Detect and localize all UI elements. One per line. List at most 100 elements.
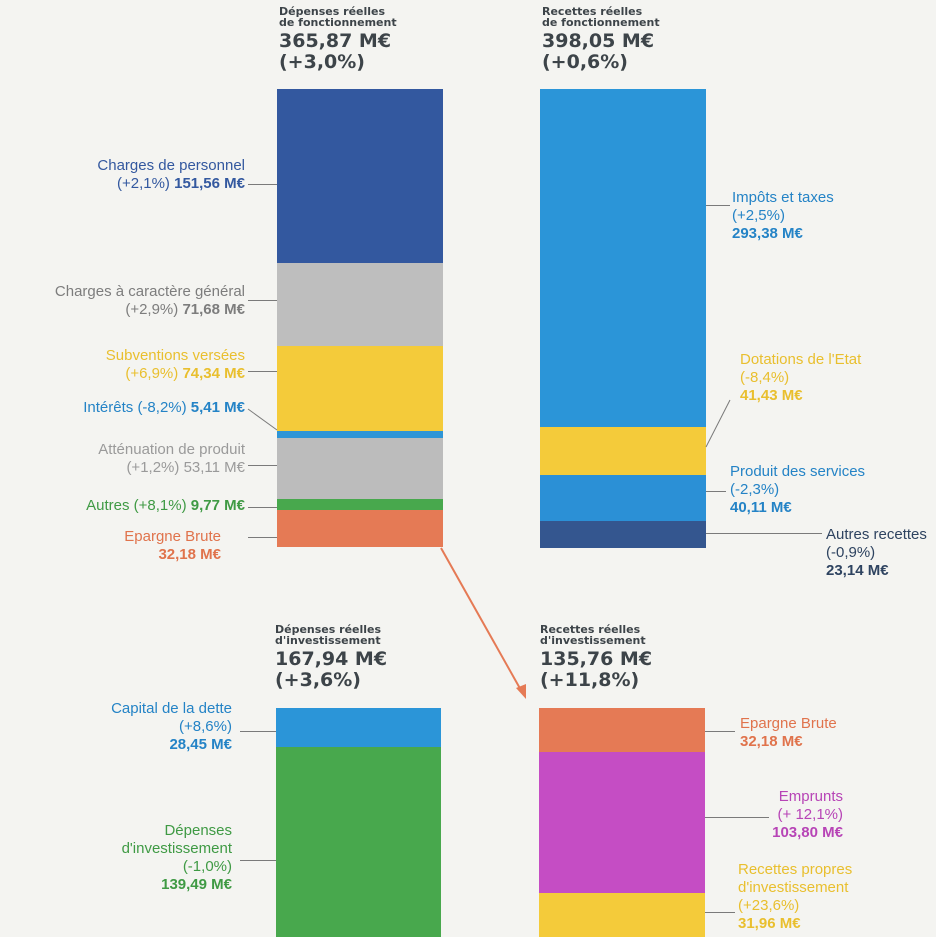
label-change: (+8,1%) — [133, 497, 187, 514]
label-change: (+2,9%) — [125, 301, 179, 318]
bar-segment-6 — [277, 509, 443, 548]
label-name: Charges de personnel — [97, 157, 245, 174]
label-subventions: Subventions versées (+6,9%) 74,34 M€ — [106, 347, 245, 383]
label-name: Dépenses — [164, 822, 232, 839]
header-title-line1: Dépenses réelles — [279, 5, 386, 18]
bar-segment-1 — [540, 427, 706, 476]
bar-segment-0 — [276, 708, 441, 748]
label-attenuation: Atténuation de produit (+1,2%) 53,11 M€ — [98, 441, 245, 477]
label-change: (-0,9%) — [826, 544, 876, 561]
bar-segment-2 — [539, 893, 705, 937]
label-value: 53,11 M€ — [183, 459, 245, 476]
label-name: Charges à caractère général — [54, 283, 245, 300]
label-change: (+2,1%) — [116, 175, 170, 192]
label-name: Impôts et taxes — [732, 189, 834, 206]
bar-segment-1 — [539, 751, 705, 894]
label-value: 139,49 M€ — [161, 876, 232, 893]
leader-line — [248, 537, 277, 538]
label-value: 293,38 M€ — [732, 225, 803, 242]
header-title-line1: Recettes réelles — [542, 5, 643, 18]
leader-line — [248, 371, 277, 372]
label-name: Capital de la dette — [111, 700, 232, 717]
label-autres: Autres (+8,1%) 9,77 M€ — [86, 497, 245, 515]
label-name: Epargne Brute — [740, 715, 837, 732]
label-value: 103,80 M€ — [772, 824, 843, 841]
header-title-line1: Recettes réelles — [540, 623, 641, 636]
header-recettes-fonctionnement: Recettes réelles de fonctionnement 398,0… — [542, 6, 712, 73]
header-total: 398,05 M€ — [542, 30, 655, 52]
bar-segment-5 — [277, 498, 443, 511]
label-depenses-investissement: Dépenses d'investissement (-1,0%) 139,49… — [122, 822, 232, 894]
label-name: Recettes propres — [738, 861, 853, 878]
label-name-2: d'investissement — [121, 840, 232, 857]
header-change: (+3,0%) — [279, 51, 365, 73]
label-change: (+ 12,1%) — [777, 806, 843, 823]
header-change: (+11,8%) — [540, 669, 640, 691]
label-emprunts: Emprunts (+ 12,1%) 103,80 M€ — [772, 788, 843, 842]
header-title-line2: de fonctionnement — [542, 16, 660, 29]
label-value: 41,43 M€ — [740, 387, 803, 404]
bar-segment-3 — [540, 521, 706, 549]
label-value: 31,96 M€ — [738, 915, 801, 932]
header-title-line2: de fonctionnement — [279, 16, 397, 29]
header-change: (+0,6%) — [542, 51, 628, 73]
label-epargne-brute: Epargne Brute 32,18 M€ — [124, 528, 221, 564]
label-value: 5,41 M€ — [190, 399, 245, 416]
bar-segment-4 — [277, 437, 443, 500]
bar-segment-0 — [277, 89, 443, 264]
label-name: Epargne Brute — [124, 528, 221, 545]
label-impots-taxes: Impôts et taxes (+2,5%) 293,38 M€ — [732, 189, 834, 243]
header-total: 365,87 M€ — [279, 30, 392, 52]
label-charges-personnel: Charges de personnel (+2,1%) 151,56 M€ — [97, 157, 245, 193]
leader-line — [705, 817, 769, 818]
leader-line — [706, 491, 726, 492]
header-depenses-investissement: Dépenses réelles d'investissement 167,94… — [275, 624, 445, 691]
label-change: (-1,0%) — [182, 858, 232, 875]
label-recettes-propres: Recettes propres d'investissement (+23,6… — [738, 861, 852, 933]
header-recettes-investissement: Recettes réelles d'investissement 135,76… — [540, 624, 710, 691]
label-change: (+6,9%) — [125, 365, 179, 382]
label-value: 151,56 M€ — [174, 175, 245, 192]
bar-segment-2 — [277, 345, 443, 432]
header-change: (+3,6%) — [275, 669, 361, 691]
leader-line — [706, 205, 730, 206]
label-change: (+1,2%) — [126, 459, 180, 476]
leader-line — [240, 860, 276, 861]
leader-line — [248, 300, 277, 301]
label-value: 74,34 M€ — [182, 365, 245, 382]
leader-line — [706, 533, 822, 534]
leader-line — [248, 184, 277, 185]
label-name-2: d'investissement — [738, 879, 849, 896]
bar-segment-1 — [276, 746, 441, 937]
bar-segment-1 — [277, 263, 443, 347]
leader-line — [705, 731, 735, 732]
header-title-line2: d'investissement — [540, 634, 646, 647]
leader-line — [248, 465, 277, 466]
header-title-line2: d'investissement — [275, 634, 381, 647]
bar-segment-0 — [539, 708, 705, 753]
label-value: 9,77 M€ — [190, 497, 245, 514]
label-name: Autres — [86, 497, 130, 514]
leader-line — [705, 912, 735, 913]
label-change: (-2,3%) — [730, 481, 780, 498]
label-change: (+23,6%) — [738, 897, 800, 914]
label-charges-generales: Charges à caractère général (+2,9%) 71,6… — [55, 283, 245, 319]
label-produit-services: Produit des services (-2,3%) 40,11 M€ — [730, 463, 865, 517]
label-value: 32,18 M€ — [740, 733, 803, 750]
label-name: Autres recettes — [826, 526, 927, 543]
leader-line — [248, 507, 277, 508]
label-name: Emprunts — [778, 788, 843, 805]
label-name: Intérêts — [83, 399, 134, 416]
label-value: 32,18 M€ — [158, 546, 221, 563]
label-value: 28,45 M€ — [169, 736, 232, 753]
bar-segment-3 — [277, 431, 443, 439]
label-change: (-8,4%) — [740, 369, 790, 386]
label-value: 71,68 M€ — [182, 301, 245, 318]
label-change: (+2,5%) — [732, 207, 785, 224]
header-total: 135,76 M€ — [540, 648, 653, 670]
label-value: 40,11 M€ — [730, 499, 792, 516]
label-name: Atténuation de produit — [98, 441, 245, 458]
label-epargne-brute-inv: Epargne Brute 32,18 M€ — [740, 715, 837, 751]
label-dotations-etat: Dotations de l'Etat (-8,4%) 41,43 M€ — [740, 351, 861, 405]
label-autres-recettes: Autres recettes (-0,9%) 23,14 M€ — [826, 526, 927, 580]
